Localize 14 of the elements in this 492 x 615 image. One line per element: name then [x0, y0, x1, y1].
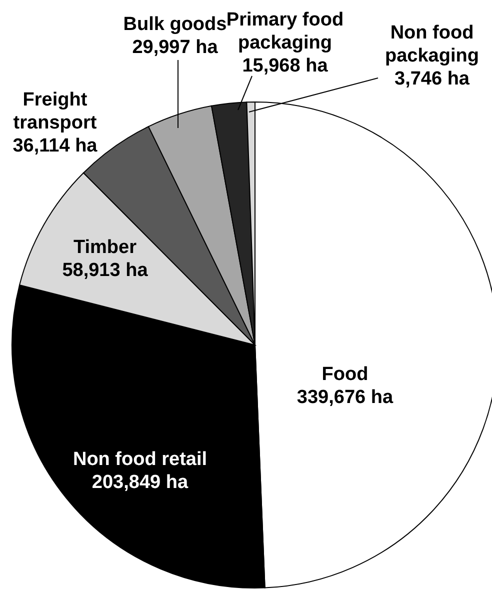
- data-label: 29,997 ha: [132, 37, 218, 58]
- data-label: 203,849 ha: [92, 472, 188, 494]
- data-label: 3,746 ha: [394, 68, 470, 90]
- data-label: 36,114 ha: [12, 136, 98, 157]
- slice-label: Non food retail: [72, 449, 208, 470]
- data-label: 58,913 ha: [62, 260, 148, 282]
- slice-label: Primary food packaging: [226, 10, 344, 54]
- slice-label: Bulk goods: [123, 14, 227, 36]
- slice-label: Freight transport: [13, 90, 98, 134]
- data-label: 339,676 ha: [296, 387, 394, 408]
- data-label: 15,968 ha: [242, 56, 328, 77]
- slice-label: Non food packaging: [385, 22, 479, 67]
- slice-label: Timber: [73, 237, 138, 258]
- slice-label: Food: [322, 364, 368, 386]
